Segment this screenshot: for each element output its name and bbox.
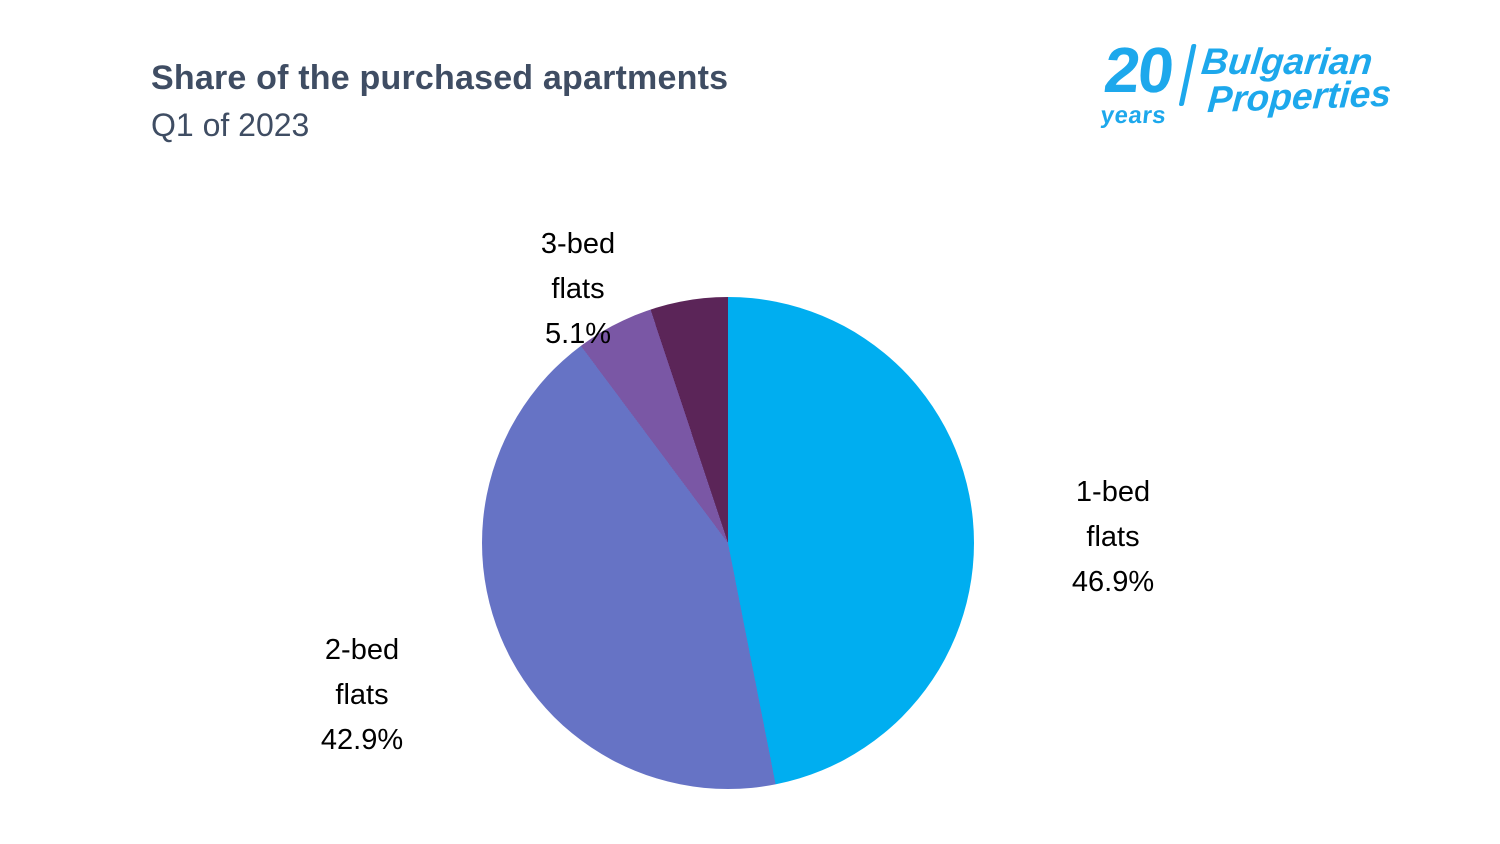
bulgarian-properties-logo: 20 years Bulgarian Properties — [1098, 34, 1392, 130]
logo-slash-divider — [1178, 44, 1197, 106]
pie-label-3-bed-flats: 3-bed flats 5.1% — [540, 228, 616, 350]
page-subtitle: Q1 of 2023 — [151, 106, 310, 143]
logo-name: Bulgarian Properties — [1196, 41, 1392, 120]
pie-label-2-bed-flats: 2-bed flats 42.9% — [320, 634, 404, 756]
logo-name-line2: Properties — [1206, 72, 1393, 121]
title-block: Share of the purchased apartments Q1 of … — [151, 58, 728, 144]
logo-years-label: years — [1099, 101, 1168, 129]
logo-20-years: 20 years — [1098, 34, 1176, 130]
page-title: Share of the purchased apartments — [151, 59, 729, 97]
pie-label-1-bed-flats: 1-bed flats 46.9% — [1071, 476, 1155, 598]
pie-chart — [482, 297, 974, 789]
logo-number: 20 — [1100, 34, 1176, 106]
